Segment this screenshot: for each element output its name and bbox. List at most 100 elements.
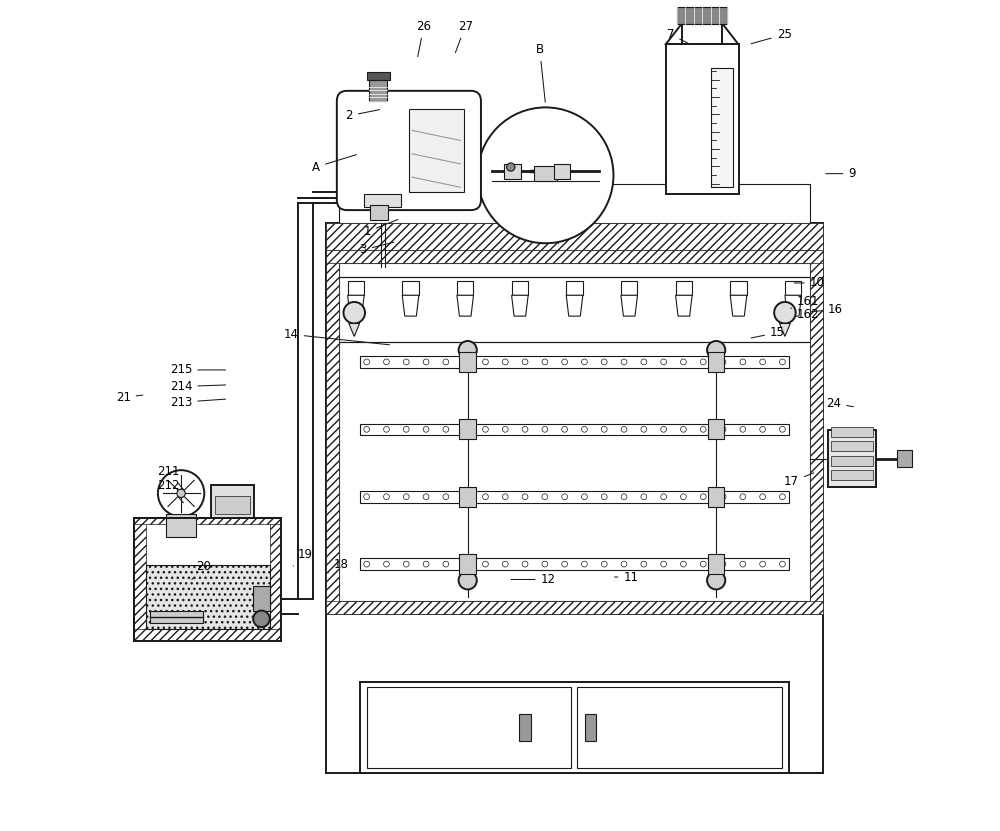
Bar: [367, 72, 390, 81]
Circle shape: [463, 494, 469, 499]
Circle shape: [621, 561, 627, 567]
Circle shape: [177, 489, 185, 498]
Bar: [519, 714, 531, 741]
Bar: [150, 611, 203, 622]
Bar: [270, 519, 281, 641]
Polygon shape: [457, 282, 473, 295]
Bar: [134, 519, 146, 641]
Circle shape: [384, 426, 389, 432]
Text: 7: 7: [667, 28, 688, 43]
Circle shape: [780, 359, 785, 365]
Text: 16: 16: [811, 303, 843, 316]
Bar: [459, 420, 476, 440]
Circle shape: [343, 302, 365, 323]
Circle shape: [740, 561, 746, 567]
Circle shape: [483, 426, 488, 432]
Text: 3: 3: [360, 243, 394, 256]
Text: 26: 26: [416, 20, 431, 57]
Bar: [134, 519, 281, 524]
Circle shape: [562, 561, 568, 567]
Circle shape: [720, 359, 726, 365]
Circle shape: [542, 494, 548, 499]
Bar: [585, 714, 596, 741]
Bar: [708, 420, 724, 440]
Circle shape: [582, 359, 587, 365]
Text: 215: 215: [170, 363, 226, 376]
Polygon shape: [566, 282, 583, 295]
Bar: [711, 67, 733, 187]
Circle shape: [641, 426, 647, 432]
Text: 15: 15: [751, 327, 785, 339]
Circle shape: [403, 494, 409, 499]
Circle shape: [707, 341, 725, 359]
Circle shape: [463, 561, 469, 567]
Bar: [369, 81, 387, 101]
Text: 9: 9: [826, 167, 856, 180]
Circle shape: [423, 359, 429, 365]
Circle shape: [621, 426, 627, 432]
Polygon shape: [566, 295, 583, 316]
Circle shape: [661, 561, 667, 567]
Bar: [831, 427, 873, 437]
Bar: [360, 491, 789, 503]
Circle shape: [582, 494, 587, 499]
Text: 212: 212: [157, 479, 183, 503]
Circle shape: [463, 426, 469, 432]
Circle shape: [158, 470, 204, 517]
Circle shape: [483, 359, 488, 365]
Circle shape: [720, 561, 726, 567]
Circle shape: [601, 359, 607, 365]
Bar: [364, 194, 401, 207]
Text: 19: 19: [293, 548, 313, 566]
Circle shape: [601, 561, 607, 567]
Bar: [374, 184, 391, 200]
Circle shape: [661, 426, 667, 432]
Bar: [326, 250, 339, 614]
Polygon shape: [457, 295, 473, 316]
Polygon shape: [348, 295, 364, 316]
Circle shape: [502, 494, 508, 499]
Bar: [831, 470, 873, 480]
Bar: [134, 519, 281, 641]
Circle shape: [542, 359, 548, 365]
Circle shape: [700, 494, 706, 499]
Bar: [409, 109, 464, 192]
Circle shape: [720, 494, 726, 499]
Circle shape: [502, 359, 508, 365]
Bar: [677, 7, 727, 24]
Circle shape: [661, 494, 667, 499]
Circle shape: [522, 561, 528, 567]
Circle shape: [562, 426, 568, 432]
Circle shape: [641, 359, 647, 365]
Circle shape: [443, 494, 449, 499]
Bar: [215, 496, 250, 514]
Circle shape: [562, 359, 568, 365]
Polygon shape: [349, 323, 360, 337]
Bar: [253, 586, 270, 611]
Circle shape: [582, 426, 587, 432]
Circle shape: [459, 571, 477, 589]
Text: 12: 12: [511, 573, 556, 586]
Circle shape: [459, 341, 477, 359]
Bar: [339, 184, 810, 224]
Bar: [810, 250, 823, 614]
Polygon shape: [730, 295, 747, 316]
Bar: [326, 224, 823, 250]
Circle shape: [483, 561, 488, 567]
Bar: [708, 554, 724, 574]
Bar: [708, 487, 724, 507]
Bar: [459, 352, 476, 371]
Circle shape: [681, 561, 686, 567]
Bar: [339, 278, 810, 342]
Bar: [459, 554, 476, 574]
Circle shape: [760, 494, 766, 499]
Circle shape: [542, 561, 548, 567]
Text: 213: 213: [170, 396, 226, 409]
Bar: [326, 250, 823, 263]
Bar: [360, 558, 789, 570]
Bar: [554, 164, 570, 179]
Circle shape: [507, 163, 515, 171]
Text: 20: 20: [192, 560, 211, 579]
Bar: [360, 682, 789, 774]
Bar: [367, 687, 571, 769]
